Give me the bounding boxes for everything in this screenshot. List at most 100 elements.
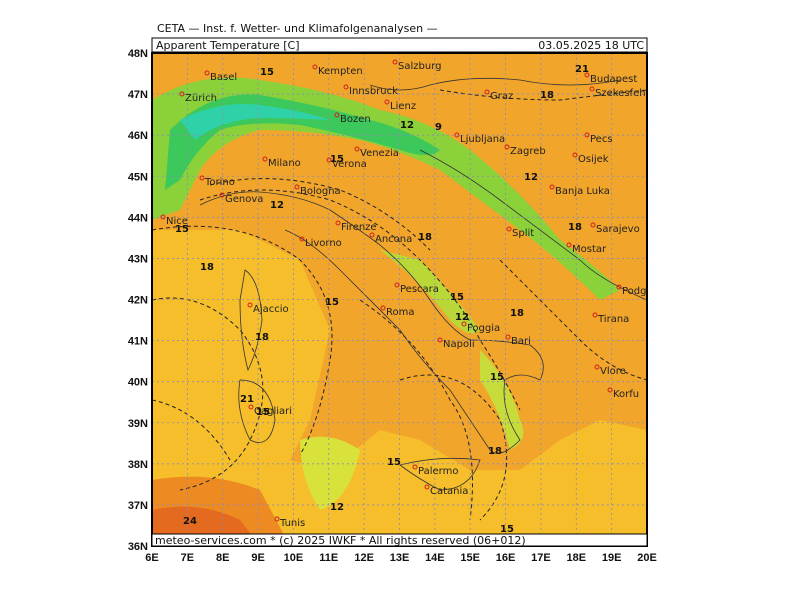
city-marker [204,70,210,76]
lon-label: 8E [216,552,229,564]
city-label: Foggia [467,323,500,334]
lon-label: 6E [145,552,158,564]
city-marker [584,132,590,138]
city-label: Cagliari [254,406,292,417]
city-label: Innsbruck [349,86,398,97]
city-marker [299,236,305,242]
city-label: Zagreb [510,146,546,157]
contour-label: 15 [490,372,504,383]
contour-label: 9 [435,122,442,133]
city-label: Torino [204,177,235,188]
city-marker [549,184,555,190]
city-marker [607,387,613,393]
lat-label: 38N [128,459,148,471]
contour-label: 15 [387,457,401,468]
city-marker [590,222,596,228]
city-marker [566,242,572,248]
lon-label: 15E [460,552,480,564]
contour-label: 15 [325,297,339,308]
city-label: Firenze [341,222,377,233]
lat-label: 48N [128,48,148,60]
city-label: Verona [332,159,367,170]
city-marker [262,156,268,162]
city-marker [589,86,595,92]
city-label: Bari [511,336,531,347]
lon-label: 18E [566,552,586,564]
contour-label: 12 [270,200,284,211]
city-label: Salzburg [398,61,441,72]
lon-label: 9E [251,552,264,564]
city-marker [179,91,185,97]
city-label: Kempten [318,66,363,77]
lon-label: 19E [602,552,622,564]
contour-label: 18 [568,222,582,233]
city-label: Podgorica [622,286,671,297]
city-label: Nice [166,216,188,227]
city-marker [505,334,511,340]
lon-label: 10E [284,552,304,564]
city-label: Pecs [590,134,613,145]
city-label: Zürich [185,93,217,104]
map-area: Basel Kempten Salzburg Innsbruck Graz Budapes… [152,53,671,546]
city-marker [461,321,467,327]
city-marker [594,364,600,370]
city-label: Budapest [590,74,637,85]
city-marker [424,484,430,490]
city-marker [294,184,300,190]
lat-label: 42N [128,295,148,307]
city-label: Tirana [597,314,629,325]
city-label: Korfu [613,389,639,400]
contour-label: 15 [175,224,189,235]
lon-label: 16E [496,552,516,564]
lat-label: 47N [128,89,148,101]
contour-label: 18 [255,332,269,343]
lat-label: 45N [128,171,148,183]
contour-label: 21 [240,394,254,405]
contour-label: 12 [455,312,469,323]
city-label: Mostar [572,244,607,255]
city-label: Venezia [360,148,399,159]
city-marker [412,464,418,470]
city-marker [504,144,510,150]
contour-label: 15 [500,524,514,535]
city-marker [335,220,341,226]
lon-label: 13E [390,552,410,564]
city-marker [616,284,622,290]
city-label: Banja Luka [555,186,610,197]
city-marker [334,112,340,118]
city-marker [392,59,398,65]
contour-label: 21 [575,64,589,75]
footer: meteo-services.com * (c) 2025 IWKF * All… [155,534,526,547]
lon-label: 11E [319,552,338,564]
city-label: Pescara [400,284,439,295]
city-marker [484,89,490,95]
city-label: Vlore [600,366,626,377]
lat-label: 37N [128,500,148,512]
lon-label: 12E [354,552,374,564]
contour-label: 18 [488,446,502,457]
contour-label: 12 [330,502,344,513]
lat-label: 43N [128,253,148,265]
city-label: Sarajevo [596,224,640,235]
city-marker [454,132,460,138]
city-label: Bozen [340,114,371,125]
city-label: Bologna [300,186,341,197]
city-marker [380,305,386,311]
city-label: Napoli [443,339,475,350]
title: CETA — Inst. f. Wetter- und Klimafolgena… [157,22,438,35]
city-marker [247,302,253,308]
city-label: Milano [268,158,301,169]
contour-label: 18 [540,90,554,101]
contour-label: 12 [400,120,414,131]
city-marker [572,152,578,158]
city-label: Split [512,228,534,239]
city-marker [312,64,318,70]
city-marker [219,192,225,198]
contour-label: 15 [256,407,270,418]
lon-label: 14E [425,552,445,564]
contour-label: 18 [510,308,524,319]
city-marker [592,312,598,318]
contour-label: 18 [200,262,214,273]
city-label: Roma [386,307,415,318]
